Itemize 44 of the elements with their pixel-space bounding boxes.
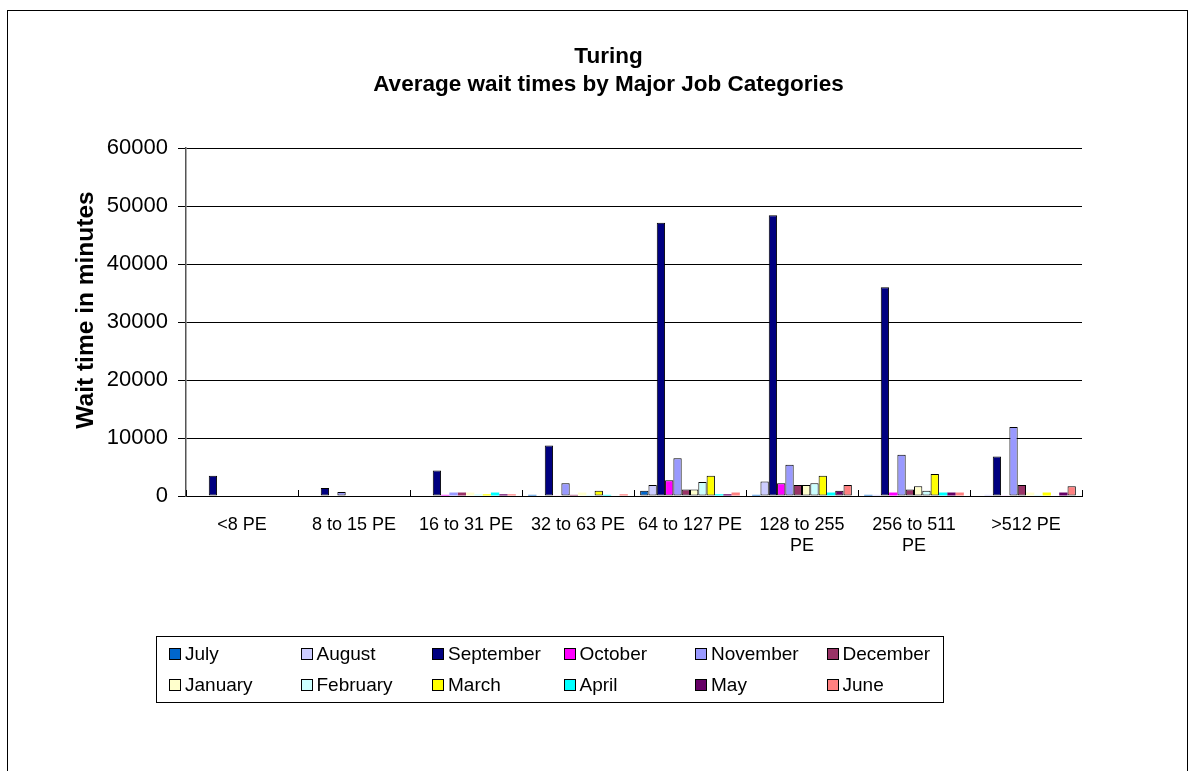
- bar: [947, 492, 956, 496]
- chart-subtitle: Average wait times by Major Job Categories: [372, 70, 845, 98]
- bar: [1042, 492, 1051, 496]
- x-tick-label: 128 to 255 PE: [759, 513, 845, 556]
- y-tick-label: 10000: [106, 424, 168, 450]
- bar: [826, 492, 836, 496]
- bar: [955, 492, 964, 496]
- x-tick-label: 256 to 511 PE: [872, 513, 956, 556]
- legend-label: January: [185, 673, 253, 696]
- legend-label: February: [316, 673, 393, 696]
- bar: [578, 492, 587, 496]
- y-tick-label: 50000: [106, 192, 168, 218]
- legend-label: September: [448, 642, 541, 665]
- x-tick-label: >512 PE: [991, 513, 1061, 534]
- y-tick-label: 40000: [106, 250, 168, 276]
- chart-title: Turing: [573, 42, 644, 70]
- bar: [449, 492, 458, 496]
- legend-label: April: [579, 673, 618, 696]
- bar: [889, 492, 898, 496]
- bar: [490, 492, 500, 496]
- legend-label: November: [711, 642, 799, 665]
- x-tick-label: <8 PE: [217, 513, 267, 534]
- bar: [731, 492, 740, 496]
- legend-label: August: [316, 642, 376, 665]
- legend-label: October: [579, 642, 648, 665]
- x-tick-label: 32 to 63 PE: [530, 513, 626, 534]
- y-tick-label: 30000: [106, 308, 168, 334]
- bar: [466, 492, 475, 496]
- bar: [938, 492, 948, 496]
- y-tick-label: 0: [155, 482, 168, 508]
- y-axis-title: Wait time in minutes: [71, 191, 99, 429]
- bar: [1059, 492, 1068, 496]
- legend-label: June: [842, 673, 884, 696]
- x-tick-label: 8 to 15 PE: [311, 513, 397, 534]
- legend-label: May: [711, 673, 747, 696]
- x-tick-label: 64 to 127 PE: [637, 513, 743, 534]
- bar: [1026, 492, 1035, 496]
- y-tick-label: 20000: [106, 366, 168, 392]
- legend-label: March: [448, 673, 501, 696]
- x-tick-label: 16 to 31 PE: [418, 513, 514, 534]
- y-tick-label: 60000: [106, 134, 168, 160]
- legend-label: July: [185, 642, 219, 665]
- bar: [457, 492, 466, 496]
- legend-label: December: [842, 642, 931, 665]
